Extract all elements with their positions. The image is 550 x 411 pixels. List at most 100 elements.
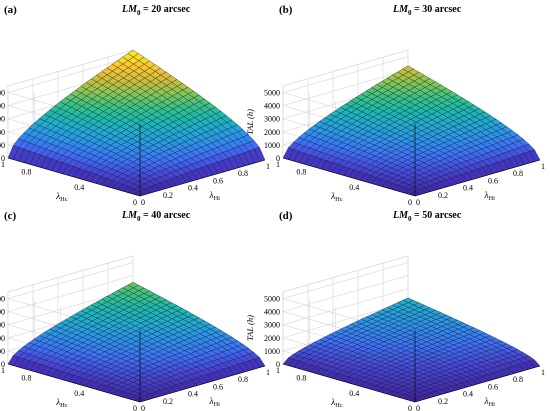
y-tick-label: 0.8 bbox=[296, 168, 306, 177]
x-tick-label: 1 bbox=[541, 368, 545, 377]
x-tick-label: 0.6 bbox=[213, 382, 223, 391]
y-axis-label-sub: Hc bbox=[60, 402, 68, 409]
z-axis-label: TAL (h) bbox=[245, 315, 255, 341]
x-axis-label-sub: Hi bbox=[213, 401, 220, 408]
y-axis-line bbox=[7, 157, 141, 197]
y-tick-label: 0.8 bbox=[21, 168, 31, 177]
x-axis-line bbox=[139, 365, 266, 403]
surface-plot-c: 0 1000 2000 3000 4000 5000 TAL (h) 0 0.2 0.4 0.6 0.… bbox=[0, 255, 270, 411]
z-tick-label: 3000 bbox=[0, 321, 5, 330]
panel-title-sub-b: 0 bbox=[408, 9, 412, 17]
chart-panel-d: 0 1000 2000 3000 4000 5000 TAL (h) 0 0.2 0.4 0.6 0.… bbox=[245, 206, 550, 411]
front-axes bbox=[7, 330, 266, 403]
z-tick-label: 0 bbox=[276, 154, 280, 163]
panel-title-prefix-b: LM bbox=[393, 4, 408, 15]
x-axis-label: λHi bbox=[209, 190, 221, 202]
z-tick-label: 3000 bbox=[264, 321, 280, 330]
y-tick-label: 0 bbox=[408, 404, 412, 411]
x-axis-label-symbol: λ bbox=[484, 190, 489, 200]
panel-letter-b: (b) bbox=[279, 4, 293, 16]
y-axis-label-symbol: λ bbox=[55, 191, 60, 201]
z-tick-label: 5000 bbox=[264, 295, 280, 304]
y-axis-label: λHc bbox=[330, 191, 343, 203]
panel-letter-a: (a) bbox=[4, 4, 17, 16]
x-tick-label: 0.4 bbox=[188, 390, 198, 399]
y-tick-label: 0.8 bbox=[21, 374, 31, 383]
panel-title-prefix-c: LM bbox=[122, 210, 137, 221]
z-tick-label: 3000 bbox=[264, 115, 280, 124]
panel-title-sub-c: 0 bbox=[137, 215, 141, 223]
chart-panel-c: 0 1000 2000 3000 4000 5000 TAL (h) 0 0.2 0.4 0.6 0.… bbox=[0, 206, 275, 411]
x-axis-line bbox=[414, 365, 541, 403]
z-tick-label: 2000 bbox=[0, 334, 5, 343]
y-axis-label-sub: Hc bbox=[335, 402, 343, 409]
x-axis-label: λHi bbox=[209, 396, 221, 408]
z-tick-label: 1000 bbox=[264, 141, 280, 150]
x-axis-label-sub: Hi bbox=[488, 195, 495, 202]
surface-plot-b: 0 1000 2000 3000 4000 5000 TAL (h) 0 0.2 0.4 0.6 0.… bbox=[245, 49, 545, 207]
panel-title-prefix-d: LM bbox=[393, 210, 408, 221]
front-axes bbox=[282, 330, 541, 403]
y-axis-label-symbol: λ bbox=[55, 397, 60, 407]
y-tick-label: 1 bbox=[1, 366, 5, 375]
z-tick-label: 4000 bbox=[264, 102, 280, 111]
panel-title-sub-a: 0 bbox=[137, 9, 141, 17]
y-axis-label: λHc bbox=[330, 397, 343, 409]
z-tick-label: 2000 bbox=[264, 128, 280, 137]
x-axis-line bbox=[139, 159, 266, 197]
y-tick-label: 0.4 bbox=[349, 183, 359, 192]
y-axis-label: λHc bbox=[55, 397, 68, 409]
y-axis-line bbox=[282, 157, 416, 197]
x-tick-label: 0 bbox=[416, 404, 420, 411]
z-tick-label: 2000 bbox=[0, 128, 5, 137]
y-tick-label: 0.4 bbox=[74, 389, 84, 398]
panel-letter-c: (c) bbox=[4, 210, 17, 222]
x-tick-label: 0.6 bbox=[488, 176, 498, 185]
x-axis-label-symbol: λ bbox=[484, 396, 489, 406]
x-tick-label: 0.4 bbox=[188, 184, 198, 193]
x-tick-label: 0.4 bbox=[463, 184, 473, 193]
x-tick-label: 0.4 bbox=[463, 390, 473, 399]
z-tick-label: 0 bbox=[1, 154, 5, 163]
surface-plot-d: 0 1000 2000 3000 4000 5000 TAL (h) 0 0.2 0.4 0.6 0.… bbox=[245, 255, 545, 411]
y-tick-label: 0.4 bbox=[349, 389, 359, 398]
surface-mesh bbox=[7, 282, 266, 403]
x-tick-label: 0.8 bbox=[238, 375, 248, 384]
panel-title-prefix-a: LM bbox=[122, 4, 137, 15]
x-tick-label: 0.6 bbox=[213, 176, 223, 185]
panel-title-sub-d: 0 bbox=[408, 215, 412, 223]
x-tick-label: 0 bbox=[141, 198, 145, 207]
z-tick-label: 5000 bbox=[264, 89, 280, 98]
surface-mesh bbox=[282, 297, 541, 403]
x-tick-label: 0.8 bbox=[513, 169, 523, 178]
y-axis-line bbox=[7, 363, 141, 403]
y-axis-label-sub: Hc bbox=[60, 196, 68, 203]
front-axes bbox=[7, 124, 266, 197]
z-tick-label: 1000 bbox=[264, 347, 280, 356]
panel-title-b: LM0 = 30 arcsec bbox=[393, 4, 461, 17]
x-tick-label: 0.8 bbox=[238, 169, 248, 178]
y-tick-label: 0.8 bbox=[296, 374, 306, 383]
x-axis-label: λHi bbox=[484, 190, 496, 202]
x-axis-label: λHi bbox=[484, 396, 496, 408]
panel-title-suffix-b: = 30 arcsec bbox=[411, 4, 462, 15]
panel-title-suffix-d: = 50 arcsec bbox=[411, 210, 462, 221]
z-tick-label: 1000 bbox=[0, 347, 5, 356]
x-axis-line bbox=[414, 159, 541, 197]
x-tick-label: 0.2 bbox=[438, 191, 448, 200]
x-axis-label-sub: Hi bbox=[488, 401, 495, 408]
chart-panel-a: 0 1000 2000 3000 4000 5000 TAL (h) 0 0.2 0.4 0.6 0.… bbox=[0, 0, 275, 207]
z-axis-label: TAL (h) bbox=[245, 109, 255, 135]
x-axis-label-symbol: λ bbox=[209, 396, 214, 406]
z-tick-label: 2000 bbox=[264, 334, 280, 343]
y-tick-label: 0 bbox=[408, 198, 412, 207]
x-tick-label: 0 bbox=[141, 404, 145, 411]
x-tick-label: 0.2 bbox=[163, 397, 173, 406]
panel-letter-d: (d) bbox=[279, 210, 293, 222]
y-tick-label: 0 bbox=[133, 404, 137, 411]
y-axis-label-sub: Hc bbox=[335, 196, 343, 203]
y-axis-label-symbol: λ bbox=[330, 191, 335, 201]
y-tick-label: 1 bbox=[276, 366, 280, 375]
y-axis-label-symbol: λ bbox=[330, 397, 335, 407]
panel-title-suffix-a: = 20 arcsec bbox=[140, 4, 191, 15]
